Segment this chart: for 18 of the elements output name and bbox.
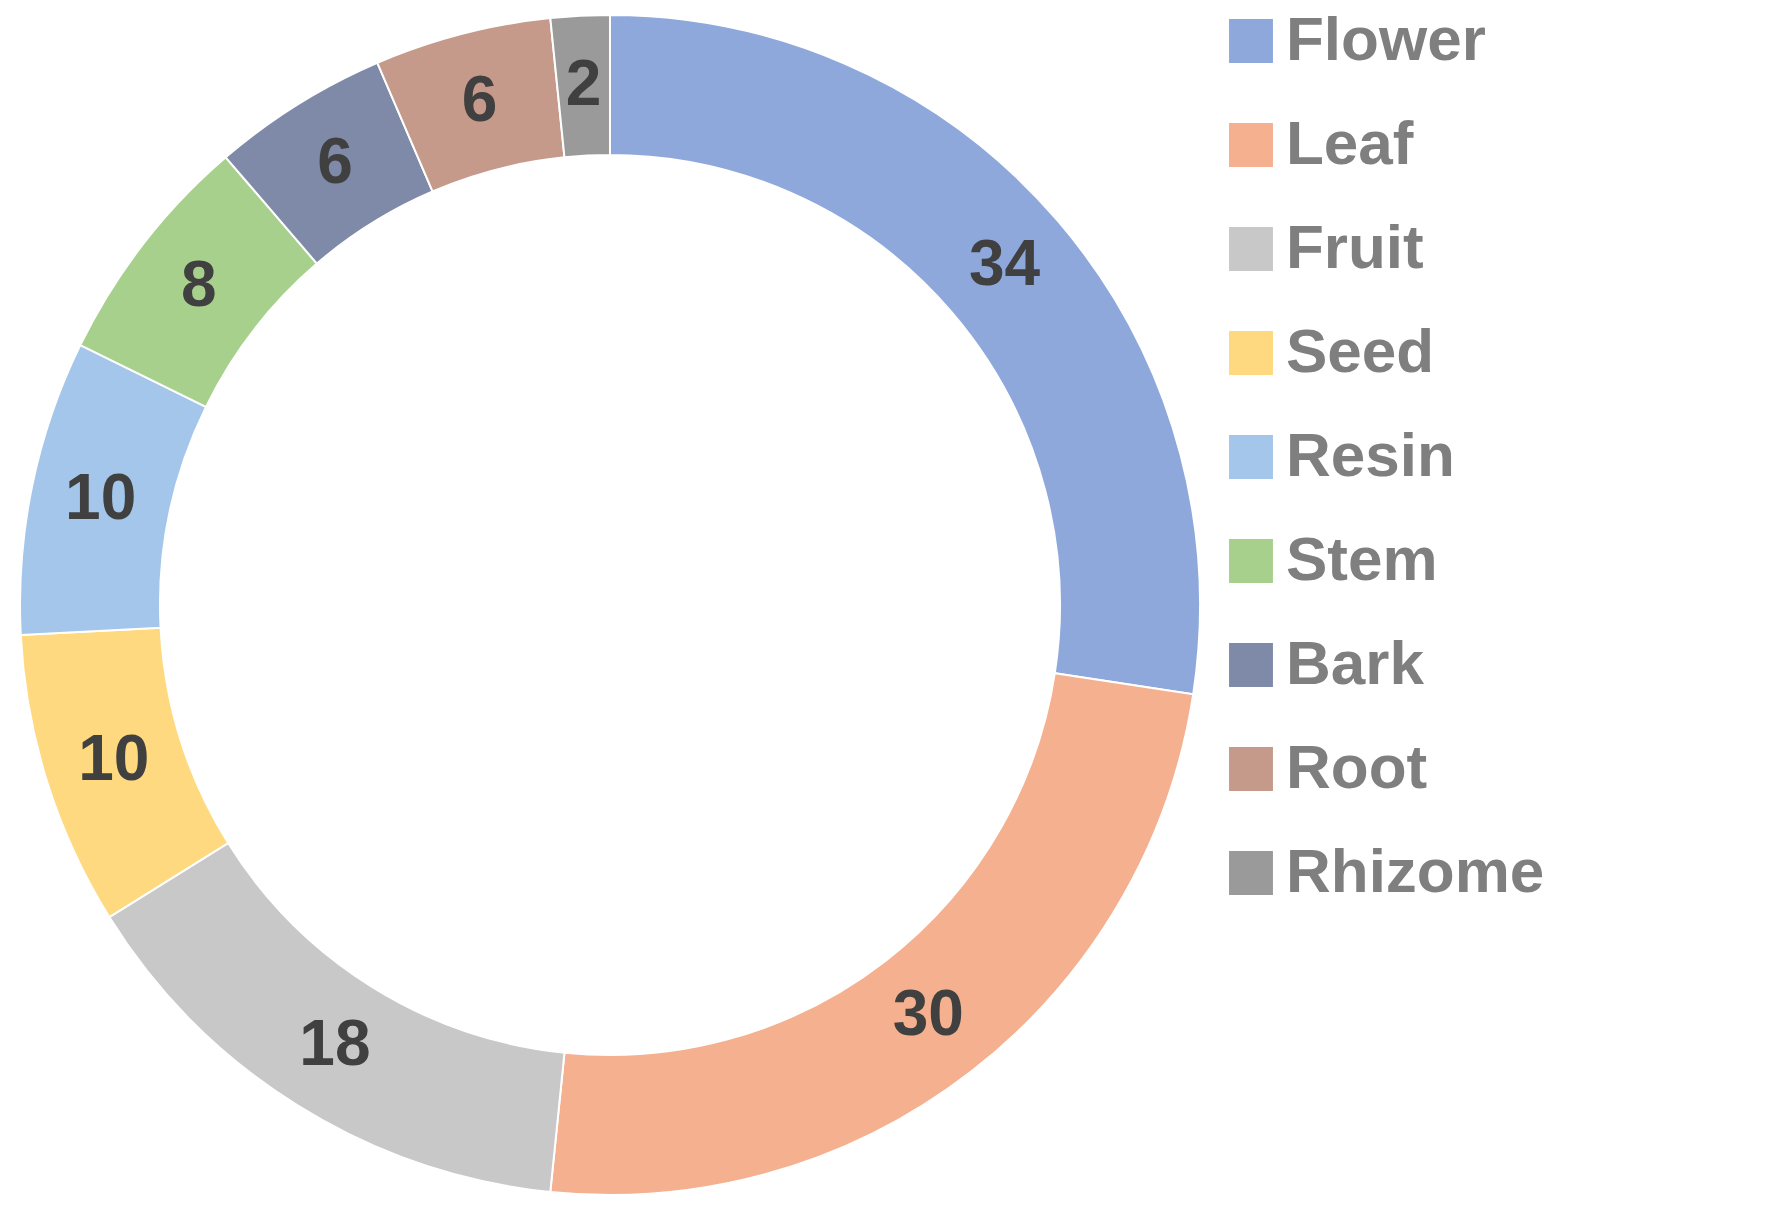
data-label: 6 [317,124,353,197]
legend-label: Bark [1286,628,1425,697]
legend-label: Fruit [1286,212,1424,281]
legend-label: Leaf [1286,108,1414,177]
legend-label: Root [1286,732,1428,801]
legend-label: Rhizome [1286,836,1545,905]
data-label: 30 [892,977,964,1050]
legend-label: Seed [1286,316,1435,385]
legend-label: Flower [1286,4,1486,73]
data-label: 10 [78,721,150,794]
data-label: 10 [65,461,137,534]
legend-label: Stem [1286,524,1438,593]
data-label: 6 [461,62,498,135]
data-label: 2 [565,46,602,119]
data-label: 18 [299,1007,371,1080]
legend-label: Resin [1286,420,1455,489]
data-label: 34 [968,227,1041,300]
data-label: 8 [181,247,217,320]
